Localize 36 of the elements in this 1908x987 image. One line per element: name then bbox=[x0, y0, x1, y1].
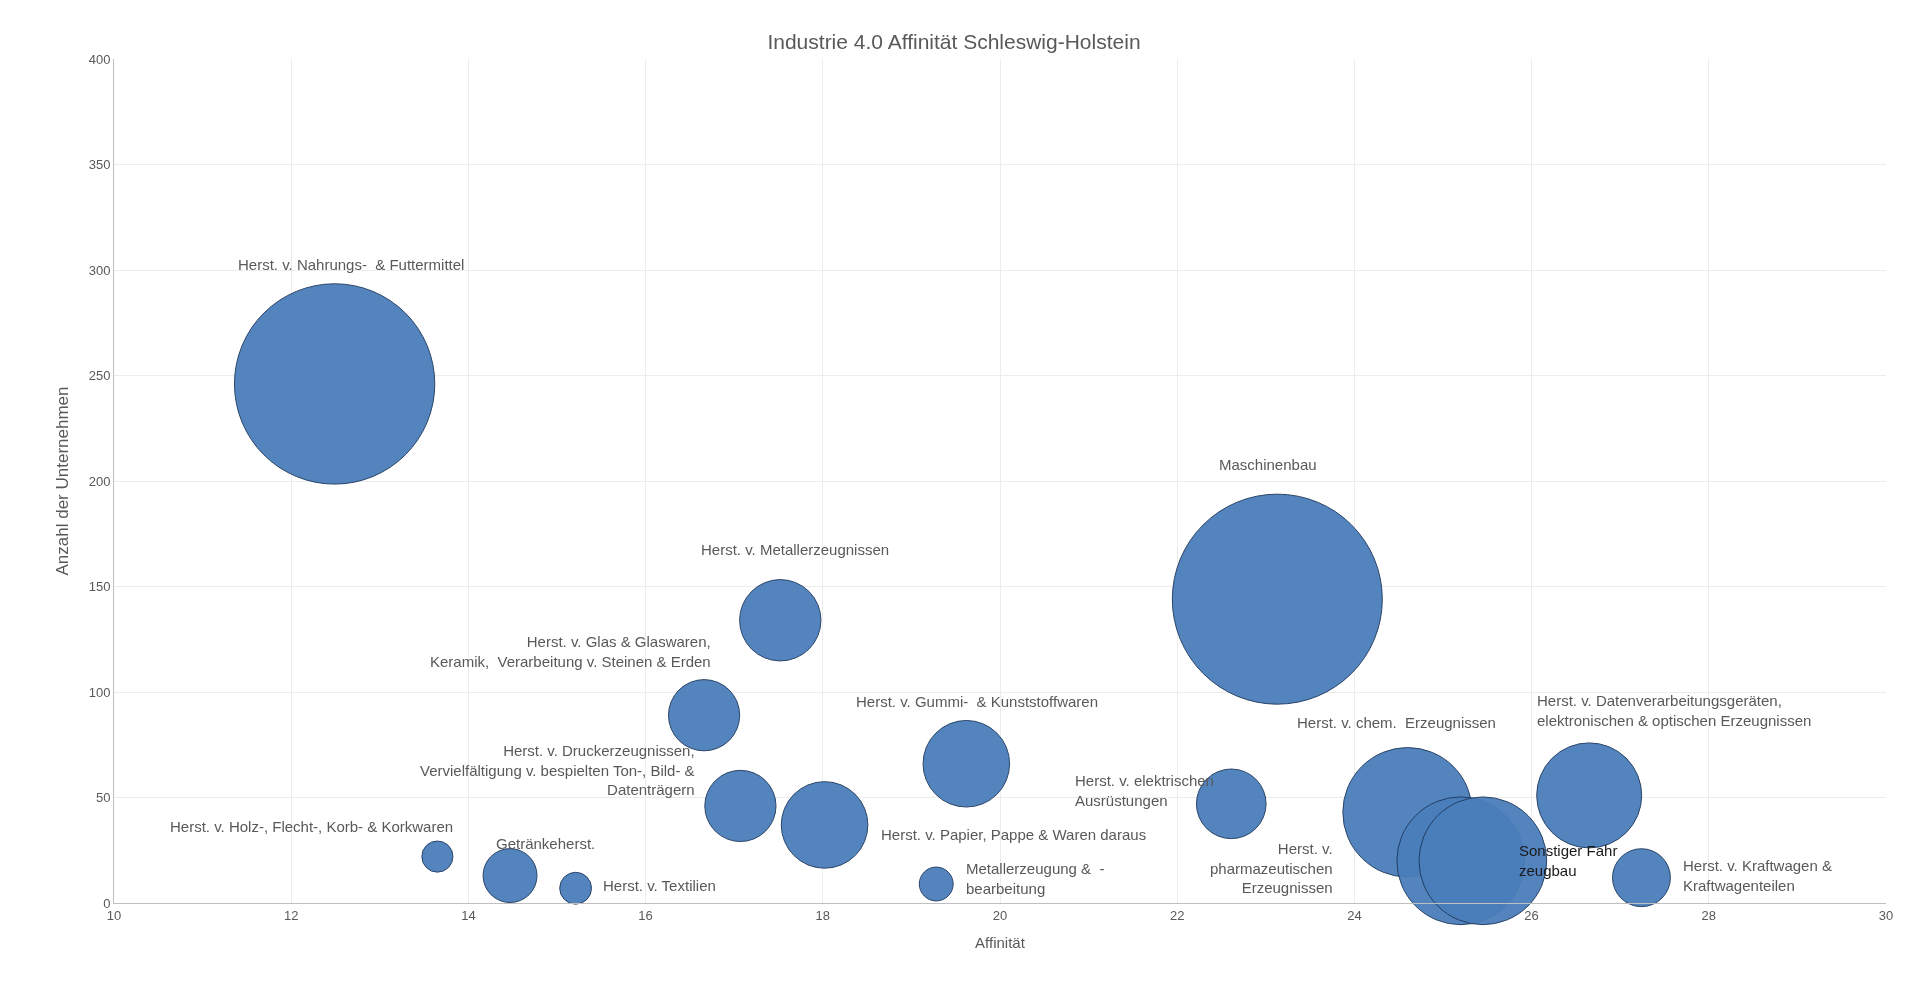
annotation: Herst. v. Glas & Glaswaren, Keramik, Verarbeitung v. Steinen & Erden bbox=[430, 633, 711, 670]
annotation: Herst. v. Textilien bbox=[603, 877, 716, 894]
x-tick-label: 24 bbox=[1347, 907, 1362, 923]
y-tick-label: 300 bbox=[88, 262, 111, 278]
x-tick-label: 14 bbox=[461, 907, 476, 923]
annotation: Herst. v. chem. Erzeugnissen bbox=[1297, 714, 1496, 731]
y-tick-label: 350 bbox=[88, 157, 111, 173]
annotation: Herst. v. Holz-, Flecht-, Korb- & Korkwaren bbox=[170, 818, 454, 835]
annotation: Herst. v. Metallerzeugnissen bbox=[701, 541, 890, 558]
y-tick-label: 400 bbox=[88, 51, 111, 67]
y-tick-label: 50 bbox=[95, 790, 111, 806]
x-tick-label: 26 bbox=[1524, 907, 1539, 923]
annotation: Herst. v. Gummi- & Kunststoffwaren bbox=[856, 693, 1099, 710]
x-tick-label: 18 bbox=[815, 907, 831, 923]
x-tick-label: 16 bbox=[638, 907, 653, 923]
x-axis-title: Affinität bbox=[975, 933, 1026, 951]
chart-title: Industrie 4.0 Affinität Schleswig-Holstein bbox=[767, 30, 1141, 54]
annotation: Herst. v. Druckerzeugnissen, Vervielfältigung v. bespielten Ton-, Bild- & Datenträgern bbox=[420, 742, 695, 798]
annotation: Herst. v. pharmazeutischen Erzeugnissen bbox=[1210, 840, 1333, 896]
annotation: Herst. v. Nahrungs- & Futtermittel bbox=[238, 256, 465, 273]
x-tick-label: 28 bbox=[1701, 907, 1717, 923]
y-tick-label: 150 bbox=[88, 579, 111, 595]
y-tick-label: 100 bbox=[88, 684, 111, 700]
annotation: Metallerzeugung & - bearbeitung bbox=[966, 860, 1105, 897]
y-axis-title: Anzahl der Unternehmen bbox=[53, 386, 73, 576]
x-tick-label: 12 bbox=[283, 907, 299, 923]
x-tick-label: 22 bbox=[1169, 907, 1185, 923]
x-tick-label: 30 bbox=[1878, 907, 1894, 923]
annotation: Herst. v. Datenverarbeitungsgeräten, elektronischen & optischen Erzeugnissen bbox=[1537, 692, 1812, 729]
annotation: Herst. v. Kraftwagen & Kraftwagenteilen bbox=[1683, 857, 1832, 894]
y-tick-label: 250 bbox=[88, 368, 111, 384]
annotation: Maschinenbau bbox=[1219, 456, 1317, 473]
annotation: Getränkeherst. bbox=[496, 835, 596, 852]
annotation: Herst. v. Papier, Pappe & Waren daraus bbox=[881, 826, 1147, 843]
y-tick-label: 200 bbox=[88, 473, 111, 489]
x-tick-label: 20 bbox=[992, 907, 1008, 923]
